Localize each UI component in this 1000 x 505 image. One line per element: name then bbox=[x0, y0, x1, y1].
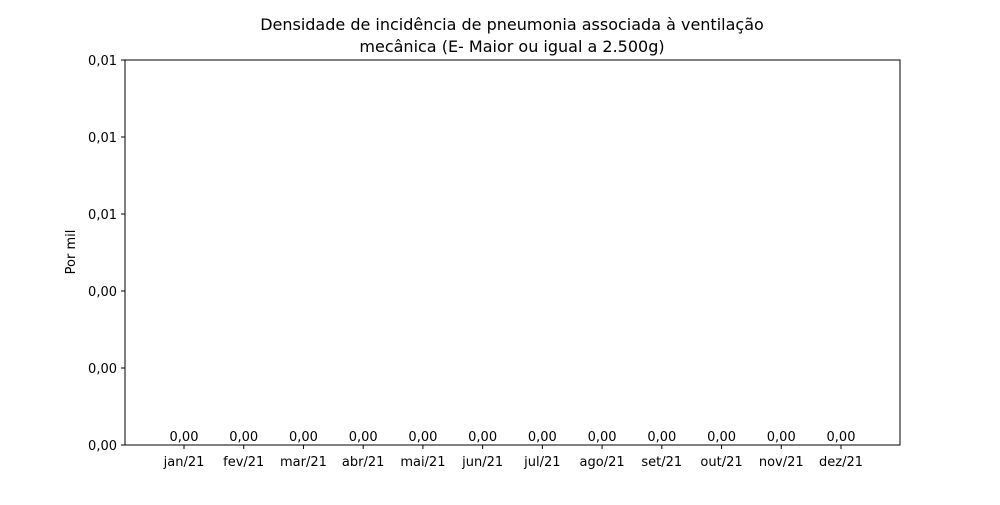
y-tick-label-3: 0,01 bbox=[88, 208, 117, 223]
data-label-abr/21: 0,00 bbox=[349, 430, 378, 445]
data-label-jan/21: 0,00 bbox=[170, 430, 199, 445]
x-tick-label-abr/21: abr/21 bbox=[342, 455, 385, 470]
x-tick-label-nov/21: nov/21 bbox=[759, 455, 804, 470]
y-axis-ticks: 0,00 0,00 0,00 0,01 0,01 0,01 bbox=[88, 54, 125, 454]
data-label-mar/21: 0,00 bbox=[289, 430, 318, 445]
x-tick-label-mai/21: mai/21 bbox=[400, 455, 445, 470]
data-label-mai/21: 0,00 bbox=[408, 430, 437, 445]
x-tick-label-set/21: set/21 bbox=[641, 455, 682, 470]
x-tick-label-jun/21: jun/21 bbox=[461, 455, 503, 470]
x-axis-ticks: jan/21 fev/21 mar/21 abr/21 mai/21 jun/21 jul/… bbox=[163, 445, 863, 470]
x-tick-label-mar/21: mar/21 bbox=[280, 455, 327, 470]
data-label-set/21: 0,00 bbox=[647, 430, 676, 445]
data-label-jul/21: 0,00 bbox=[528, 430, 557, 445]
plot-area bbox=[125, 60, 900, 445]
y-tick-label-0: 0,00 bbox=[88, 439, 117, 454]
x-tick-label-jan/21: jan/21 bbox=[163, 455, 205, 470]
x-tick-label-fev/21: fev/21 bbox=[223, 455, 264, 470]
chart-title-line-2: mecânica (E- Maior ou igual a 2.500g) bbox=[359, 37, 664, 56]
x-tick-label-dez/21: dez/21 bbox=[819, 455, 863, 470]
y-tick-label-1: 0,00 bbox=[88, 362, 117, 377]
data-label-jun/21: 0,00 bbox=[468, 430, 497, 445]
data-labels-group: 0,00 0,00 0,00 0,00 0,00 0,00 0,00 0,00 0,00 0,00… bbox=[170, 430, 856, 445]
x-tick-label-ago/21: ago/21 bbox=[580, 455, 625, 470]
data-label-fev/21: 0,00 bbox=[229, 430, 258, 445]
y-tick-label-2: 0,00 bbox=[88, 285, 117, 300]
chart-title-line-1: Densidade de incidência de pneumonia ass… bbox=[260, 15, 764, 34]
x-tick-label-jul/21: jul/21 bbox=[523, 455, 560, 470]
data-label-nov/21: 0,00 bbox=[767, 430, 796, 445]
data-label-out/21: 0,00 bbox=[707, 430, 736, 445]
data-label-ago/21: 0,00 bbox=[588, 430, 617, 445]
y-tick-label-5: 0,01 bbox=[88, 54, 117, 69]
plot-frame bbox=[124, 59, 901, 446]
y-tick-label-4: 0,01 bbox=[88, 131, 117, 146]
data-label-dez/21: 0,00 bbox=[827, 430, 856, 445]
y-axis-title: Por mil bbox=[64, 230, 79, 275]
x-tick-label-out/21: out/21 bbox=[700, 455, 742, 470]
